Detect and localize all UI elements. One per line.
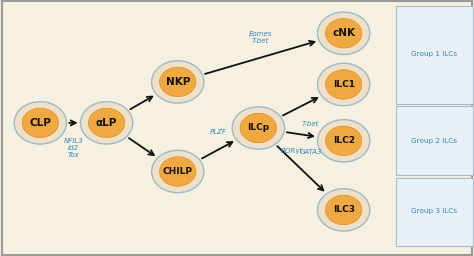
Text: ILC3: ILC3 <box>333 205 355 215</box>
Text: GATA3: GATA3 <box>299 149 322 155</box>
Ellipse shape <box>81 102 133 144</box>
FancyBboxPatch shape <box>396 106 473 175</box>
Ellipse shape <box>89 108 125 138</box>
Ellipse shape <box>326 18 362 48</box>
Ellipse shape <box>326 126 362 156</box>
Ellipse shape <box>232 107 284 149</box>
Ellipse shape <box>318 120 370 162</box>
Text: T-bet: T-bet <box>302 121 319 127</box>
Text: αLP: αLP <box>96 118 118 128</box>
Text: ILC2: ILC2 <box>333 136 355 145</box>
Text: NKP: NKP <box>165 77 190 87</box>
Ellipse shape <box>14 102 66 144</box>
Text: Group 3 ILCs: Group 3 ILCs <box>410 208 457 214</box>
Text: PLZF: PLZF <box>210 129 227 135</box>
Ellipse shape <box>152 61 204 103</box>
Text: RORγt: RORγt <box>281 148 302 154</box>
Text: Eomes
T-bet: Eomes T-bet <box>249 31 273 44</box>
Text: CLP: CLP <box>29 118 51 128</box>
Text: Group 1 ILCs: Group 1 ILCs <box>410 51 457 57</box>
Ellipse shape <box>160 67 196 97</box>
Text: NFIL3
Id2
Tox: NFIL3 Id2 Tox <box>64 138 83 158</box>
Ellipse shape <box>318 12 370 55</box>
FancyBboxPatch shape <box>396 6 473 104</box>
Text: CHILP: CHILP <box>163 167 193 176</box>
Ellipse shape <box>318 63 370 106</box>
Text: ILC1: ILC1 <box>333 80 355 89</box>
Text: cNK: cNK <box>332 28 355 38</box>
Text: Group 2 ILCs: Group 2 ILCs <box>410 138 457 144</box>
Ellipse shape <box>326 195 362 225</box>
Ellipse shape <box>240 113 276 143</box>
Ellipse shape <box>152 150 204 193</box>
Text: ILCp: ILCp <box>247 123 269 133</box>
FancyBboxPatch shape <box>396 178 473 246</box>
Ellipse shape <box>22 108 58 138</box>
Ellipse shape <box>318 189 370 231</box>
Ellipse shape <box>326 70 362 99</box>
Ellipse shape <box>160 157 196 186</box>
